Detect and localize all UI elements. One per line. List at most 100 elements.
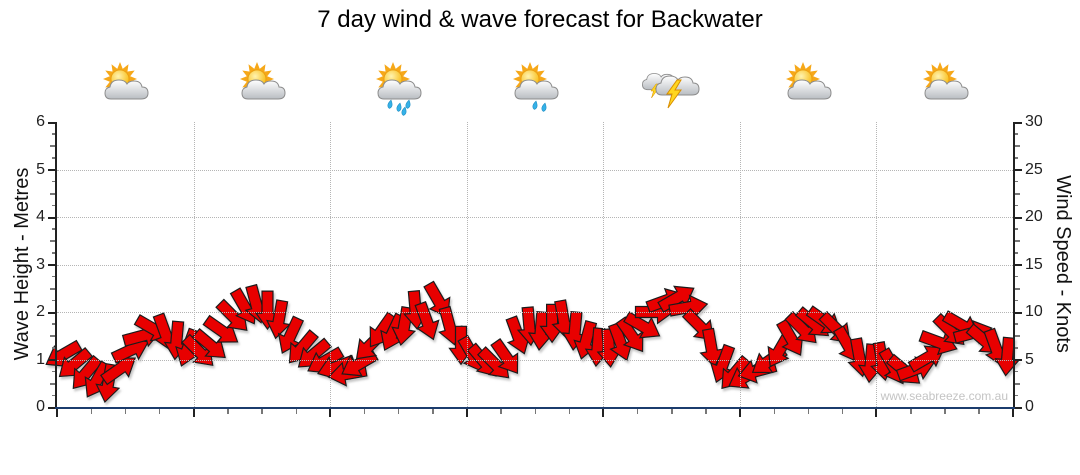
wind-arrow — [477, 346, 510, 379]
weather-icon-partly-cloudy — [93, 60, 157, 116]
left-axis-minor-tick — [50, 335, 55, 338]
right-axis-major-tick — [1015, 311, 1022, 314]
right-axis-minor-tick — [1015, 275, 1018, 278]
left-axis-major-tick — [48, 264, 55, 266]
left-axis-minor-tick — [50, 145, 55, 148]
bottom-axis-major-tick — [602, 409, 605, 417]
left-axis-major-tick — [48, 311, 55, 314]
raindrop-icon — [532, 100, 538, 110]
raindrop-icon — [405, 99, 411, 109]
watermark: www.seabreeze.com.au — [880, 389, 1008, 403]
gridline-vertical — [466, 122, 468, 407]
right-axis-major-tick — [1015, 406, 1022, 409]
right-axis-minor-tick — [1015, 228, 1018, 230]
left-axis-tick-label: 2 — [36, 303, 45, 320]
left-axis-tick-label: 6 — [36, 113, 45, 130]
right-axis-minor-tick — [1015, 287, 1020, 290]
cloud-icon — [787, 79, 832, 100]
bottom-axis-minor-tick — [978, 409, 980, 414]
raindrop-icon — [541, 102, 547, 112]
wind-arrow — [623, 311, 661, 339]
bottom-axis-minor-tick — [568, 409, 571, 414]
gridline-horizontal — [57, 359, 1013, 361]
gridline-vertical — [739, 122, 741, 407]
weather-icon-partly-cloudy — [230, 60, 294, 116]
bottom-axis-major-tick — [56, 409, 58, 417]
right-axis-major-tick — [1015, 216, 1022, 219]
bottom-axis-minor-tick — [500, 409, 502, 414]
bottom-axis-minor-tick — [636, 409, 639, 414]
right-axis-tick-label: 20 — [1025, 208, 1043, 225]
right-axis-minor-tick — [1015, 299, 1018, 302]
bottom-axis-major-tick — [875, 409, 878, 417]
right-axis-minor-tick — [1015, 394, 1018, 397]
right-axis-minor-tick — [1015, 382, 1020, 385]
gridline-vertical — [603, 122, 605, 407]
bottom-axis-major-tick — [192, 409, 195, 417]
left-axis-tick-label: 0 — [36, 398, 45, 415]
right-axis-tick-label: 0 — [1025, 398, 1034, 415]
weather-icon-partly-cloudy — [776, 60, 840, 116]
lightning-icon — [665, 79, 682, 109]
left-axis-major-tick — [48, 121, 55, 124]
bottom-axis-minor-tick — [261, 409, 263, 414]
raindrop-icon — [401, 106, 407, 116]
bottom-axis-major-tick — [465, 409, 468, 417]
left-axis-minor-tick — [52, 394, 55, 397]
wind-arrow — [907, 345, 945, 373]
left-axis-line — [55, 122, 57, 409]
bottom-axis-minor-tick — [705, 409, 707, 414]
right-axis-tick-label: 10 — [1025, 303, 1043, 320]
right-axis-minor-tick — [1015, 252, 1018, 254]
bottom-axis-line — [55, 407, 1015, 409]
wind-arrow — [615, 316, 644, 353]
right-axis-tick-label: 25 — [1025, 160, 1043, 178]
wind-arrow — [266, 299, 291, 340]
left-axis-tick-label: 3 — [36, 255, 45, 273]
left-axis-minor-tick — [50, 382, 55, 385]
left-axis-minor-tick — [50, 240, 55, 243]
right-axis-minor-tick — [1015, 204, 1018, 207]
left-axis-minor-tick — [52, 299, 55, 302]
left-axis-minor-tick — [52, 180, 55, 183]
weather-icon-showers — [366, 60, 430, 116]
left-axis-minor-tick — [52, 275, 55, 278]
chart-title: 7 day wind & wave forecast for Backwater — [317, 6, 763, 33]
left-axis-major-tick — [48, 216, 55, 219]
left-axis-minor-tick — [50, 192, 55, 195]
bottom-axis-minor-tick — [124, 409, 127, 414]
wind-arrow — [277, 315, 305, 354]
right-axis-line — [1013, 122, 1015, 409]
right-axis-tick-label: 30 — [1025, 113, 1043, 130]
right-axis-minor-tick — [1015, 192, 1020, 195]
bottom-axis-minor-tick — [671, 409, 673, 414]
left-axis-major-tick — [48, 169, 55, 171]
right-axis-major-tick — [1015, 359, 1022, 361]
bottom-axis-minor-tick — [363, 409, 366, 414]
right-axis-minor-tick — [1015, 133, 1018, 135]
left-axis-tick-label: 4 — [36, 208, 45, 225]
bottom-axis-minor-tick — [295, 409, 297, 414]
left-axis-minor-tick — [52, 157, 55, 159]
left-axis-tick-label: 1 — [36, 350, 45, 368]
right-axis-minor-tick — [1015, 335, 1020, 338]
left-axis-major-tick — [48, 359, 55, 361]
wind-arrows-layer — [45, 280, 1020, 404]
weather-icon-thunderstorm — [640, 60, 704, 116]
wind-arrow — [181, 333, 214, 367]
gridline-horizontal — [57, 217, 1013, 218]
cloud-icon — [924, 79, 969, 100]
bottom-axis-minor-tick — [841, 409, 844, 414]
right-axis-minor-tick — [1015, 347, 1018, 349]
left-axis-minor-tick — [50, 287, 55, 290]
bottom-axis-minor-tick — [944, 409, 946, 414]
right-axis-major-tick — [1015, 169, 1022, 171]
left-axis-minor-tick — [52, 133, 55, 135]
cloud-icon — [377, 79, 422, 100]
weather-icon-partly-cloudy — [913, 60, 977, 116]
right-axis-minor-tick — [1015, 180, 1018, 183]
bottom-axis-minor-tick — [432, 409, 434, 414]
right-axis-minor-tick — [1015, 323, 1018, 325]
bottom-axis-major-tick — [1012, 409, 1014, 417]
